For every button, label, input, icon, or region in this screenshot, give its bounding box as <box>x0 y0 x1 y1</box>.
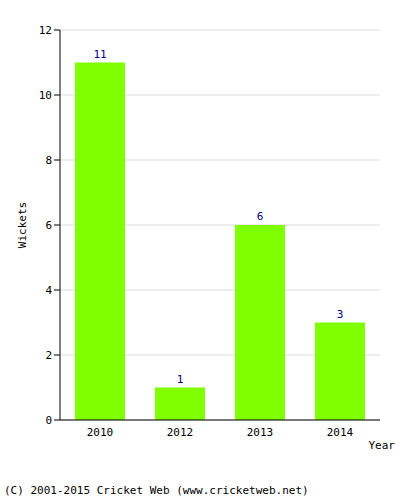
svg-text:Wickets: Wickets <box>16 202 29 248</box>
svg-text:3: 3 <box>337 308 344 321</box>
svg-text:2: 2 <box>45 349 52 362</box>
svg-text:6: 6 <box>257 210 264 223</box>
svg-text:6: 6 <box>45 219 52 232</box>
svg-text:11: 11 <box>93 48 106 61</box>
svg-text:4: 4 <box>45 284 52 297</box>
svg-text:2013: 2013 <box>247 426 274 439</box>
svg-text:0: 0 <box>45 414 52 427</box>
svg-text:2014: 2014 <box>327 426 354 439</box>
html-text:Year: Year <box>368 439 395 452</box>
svg-text:2012: 2012 <box>167 426 194 439</box>
svg-text:8: 8 <box>45 154 52 167</box>
svg-text:1: 1 <box>177 373 184 386</box>
html-text:(C) 2001-2015 Cricket Web (www: (C) 2001-2015 Cricket Web (www.cricketwe… <box>4 484 309 497</box>
svg-text:10: 10 <box>39 89 52 102</box>
svg-text:2010: 2010 <box>87 426 114 439</box>
svg-text:12: 12 <box>39 24 52 37</box>
